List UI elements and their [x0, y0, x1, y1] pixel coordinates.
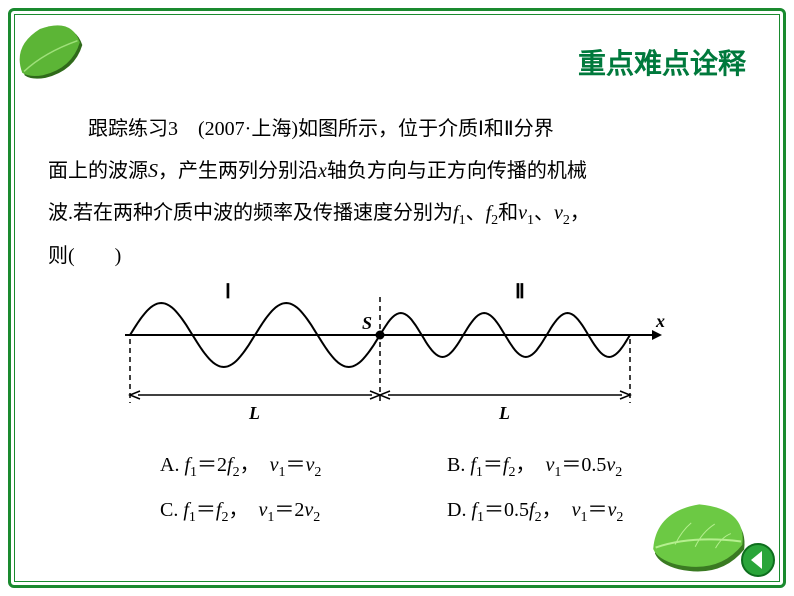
oa9: ＝ [285, 454, 305, 476]
t2b: ，产生两列分别沿 [158, 160, 318, 182]
od-label: D. [447, 499, 466, 521]
oa6: ， [240, 454, 250, 476]
t2c: 轴负方向与正方向传播的机械 [327, 160, 587, 182]
oc6: ， [228, 499, 238, 521]
var-S: S [148, 160, 158, 182]
oc-label: C. [160, 499, 178, 521]
opt-a-label: A. [160, 454, 179, 476]
oa3: ＝2 [197, 454, 227, 476]
wave-diagram: Ⅰ Ⅱ Sx L L [110, 280, 670, 425]
od9: ＝ [587, 499, 607, 521]
var-x: x [318, 160, 327, 182]
t2a: 面上的波源 [48, 160, 148, 182]
svg-text:S: S [362, 313, 372, 333]
oc2: 1 [189, 510, 196, 525]
oc11: 2 [313, 510, 320, 525]
svg-text:L: L [498, 403, 510, 423]
svg-text:Ⅰ: Ⅰ [225, 281, 231, 303]
ob9: ＝0.5 [561, 454, 606, 476]
svg-text:x: x [655, 311, 665, 331]
oa11: 2 [314, 465, 321, 480]
od3: ＝0.5 [484, 499, 529, 521]
oc9: ＝2 [274, 499, 304, 521]
problem-prefix: 跟踪练习3 [88, 118, 178, 140]
leaf-top-left [9, 20, 87, 84]
sub-1a: 1 [459, 213, 466, 228]
oc10: v [304, 499, 313, 521]
back-button[interactable] [740, 542, 776, 578]
t3a: 波.若在两种介质中波的频率及传播速度分别为 [48, 202, 453, 224]
ob6: ， [515, 454, 525, 476]
problem-source: (2007·上海) [198, 118, 298, 140]
svg-text:L: L [248, 403, 260, 423]
t3d: 、 [534, 202, 554, 224]
svg-text:Ⅱ: Ⅱ [515, 281, 525, 303]
ob-label: B. [447, 454, 465, 476]
ob10: v [606, 454, 615, 476]
option-b: B. f1＝f2， v1＝0.5v2 [447, 448, 734, 481]
od11: 2 [616, 510, 623, 525]
var-v2: v [554, 202, 563, 224]
sub-1b: 1 [527, 213, 534, 228]
t3c: 和 [498, 202, 518, 224]
t4: 则( ) [48, 245, 121, 267]
oc3: ＝ [196, 499, 216, 521]
od5: 2 [535, 510, 542, 525]
option-a: A. f1＝2f2， v1＝v2 [160, 448, 447, 481]
ob3: ＝ [483, 454, 503, 476]
od6: ， [542, 499, 552, 521]
t3b: 、 [466, 202, 486, 224]
od2: 1 [477, 510, 484, 525]
ob11: 2 [615, 465, 622, 480]
ob2: 1 [476, 465, 483, 480]
problem-text: 跟踪练习3 (2007·上海)如图所示，位于介质Ⅰ和Ⅱ分界 面上的波源S，产生两… [48, 108, 746, 277]
oa2: 1 [190, 465, 197, 480]
t1: 如图所示，位于介质Ⅰ和Ⅱ分界 [298, 118, 554, 140]
var-v1: v [518, 202, 527, 224]
slide-title: 重点难点诠释 [578, 42, 746, 82]
t3e: ， [570, 202, 590, 224]
oa5: 2 [233, 465, 240, 480]
option-c: C. f1＝f2， v1＝2v2 [160, 493, 447, 526]
sub-2b: 2 [563, 213, 570, 228]
